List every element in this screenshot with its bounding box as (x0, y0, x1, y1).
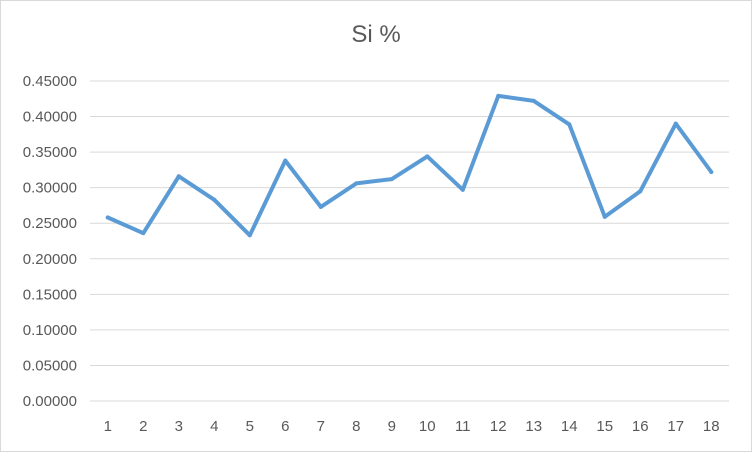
data-point (212, 197, 217, 202)
data-point (141, 231, 146, 236)
y-tick-label: 0.00000 (23, 393, 77, 410)
x-tick-label: 10 (419, 418, 436, 435)
data-point (318, 204, 323, 209)
data-point (354, 181, 359, 186)
x-tick-label: 16 (632, 418, 649, 435)
data-point (638, 189, 643, 194)
series-line (105, 93, 714, 238)
data-point (105, 215, 110, 220)
x-tick-label: 11 (455, 418, 471, 435)
x-tick-label: 5 (246, 418, 254, 435)
x-tick-label: 6 (281, 418, 289, 435)
data-point (460, 187, 465, 192)
x-tick-label: 3 (175, 418, 183, 435)
data-point (496, 93, 501, 98)
data-point (531, 98, 536, 103)
x-tick-label: 14 (561, 418, 578, 435)
y-tick-label: 0.10000 (23, 322, 77, 339)
data-point (389, 177, 394, 182)
x-tick-label: 4 (210, 418, 218, 435)
y-tick-label: 0.25000 (23, 215, 77, 232)
y-tick-label: 0.45000 (23, 73, 77, 90)
chart-title: Si % (351, 21, 401, 48)
x-tick-label: 17 (667, 418, 684, 435)
data-point (567, 122, 572, 127)
data-point (673, 121, 678, 126)
data-point (176, 174, 181, 179)
y-tick-label: 0.40000 (23, 109, 77, 126)
x-tick-label: 9 (388, 418, 396, 435)
x-tick-label: 1 (104, 418, 112, 435)
y-tick-label: 0.15000 (23, 286, 77, 303)
data-point (247, 233, 252, 238)
x-tick-label: 7 (317, 418, 325, 435)
y-tick-label: 0.30000 (23, 180, 77, 197)
y-tick-label: 0.05000 (23, 357, 77, 374)
y-tick-label: 0.20000 (23, 251, 77, 268)
data-point (709, 170, 714, 175)
x-tick-label: 18 (703, 418, 720, 435)
y-tick-label: 0.35000 (23, 144, 77, 161)
x-tick-label: 13 (525, 418, 542, 435)
x-tick-label: 15 (596, 418, 613, 435)
data-point (425, 154, 430, 159)
data-point (602, 214, 607, 219)
data-point (283, 158, 288, 163)
x-tick-label: 8 (352, 418, 360, 435)
x-tick-label: 2 (139, 418, 147, 435)
x-tick-label: 12 (490, 418, 507, 435)
